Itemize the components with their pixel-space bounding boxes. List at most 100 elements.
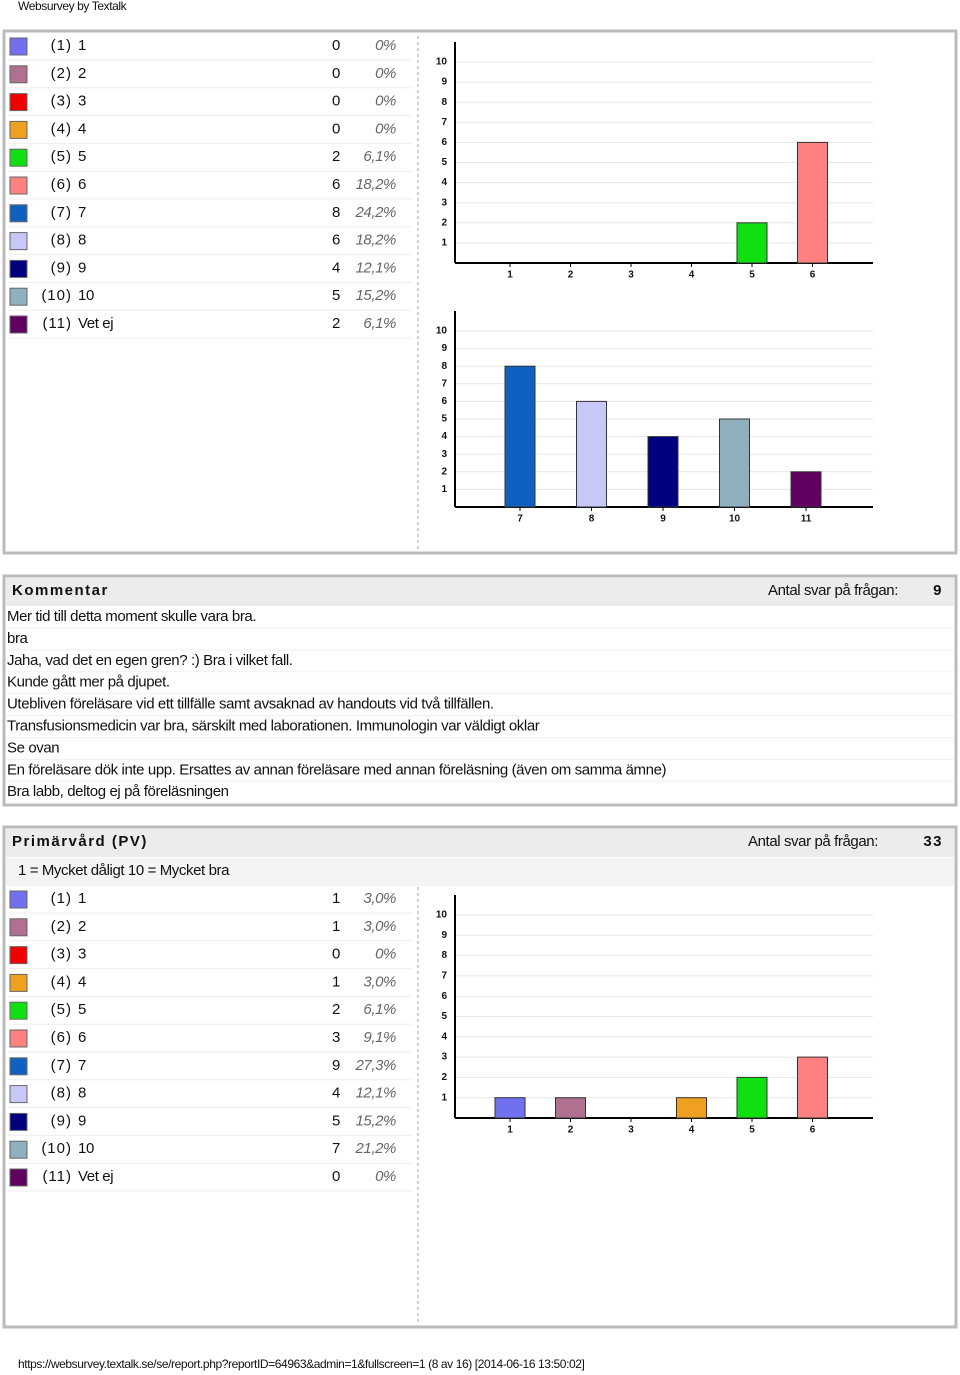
option-percent: 21,2% [354,1140,396,1157]
section-header [6,829,954,857]
header-title: Websurvey by Textalk [18,0,128,13]
y-tick-label: 3 [441,197,447,208]
y-tick-label: 1 [441,238,447,249]
y-tick-label: 3 [441,1052,447,1063]
option-label: 3 [78,946,86,963]
answers-label: Antal svar på frågan: [768,582,898,599]
color-swatch [9,287,28,306]
option-count: 9 [332,1057,340,1074]
color-swatch [9,890,28,909]
y-tick-label: 2 [441,466,447,477]
option-code: (1) [51,37,72,54]
color-swatch [9,37,28,56]
bar [790,471,822,508]
bar [555,1097,586,1119]
option-count: 0 [332,93,340,110]
option-count: 0 [332,1168,340,1185]
section-header [6,578,954,606]
option-code: (7) [51,1057,72,1074]
y-tick-label: 8 [441,97,447,108]
option-count: 4 [332,259,340,276]
y-tick-label: 2 [441,217,447,228]
option-percent: 12,1% [355,259,396,276]
option-label: 5 [78,148,86,165]
option-count: 2 [332,315,340,332]
option-code: (7) [51,204,72,221]
option-code: (9) [51,259,72,276]
y-tick-label: 4 [441,1031,447,1042]
option-code: (9) [51,1112,72,1129]
option-count: 0 [332,37,340,54]
option-percent: 6,1% [363,148,396,165]
option-count: 1 [332,890,340,907]
color-swatch [9,315,28,334]
option-percent: 18,2% [355,232,396,249]
option-label: 5 [78,1001,86,1018]
option-label: 10 [78,1140,94,1157]
answers-label: Antal svar på frågan: [748,833,878,850]
bar [504,365,536,508]
option-label: 7 [78,204,86,221]
option-percent: 6,1% [363,315,396,332]
option-label: Vet ej [78,315,113,332]
option-code: (8) [51,232,72,249]
comment: Se ovan [7,739,59,756]
scale-note-bg [6,858,954,886]
option-count: 3 [332,1029,340,1046]
color-swatch [9,1057,28,1076]
option-label: 4 [78,973,86,990]
x-tick-label: 5 [749,270,755,281]
comment: Transfusionsmedicin var bra, särskilt me… [7,717,540,734]
option-code: (4) [51,973,72,990]
x-tick-label: 10 [729,514,741,525]
option-percent: 0% [375,37,396,54]
option-code: (11) [42,315,72,332]
y-tick-label: 6 [441,137,447,148]
section-box [2,574,958,807]
answers-count: 33 [923,833,943,850]
color-swatch [9,1112,28,1131]
option-count: 5 [332,1112,340,1129]
y-tick-label: 9 [441,77,447,88]
option-code: (2) [51,918,72,935]
option-code: (11) [42,1168,72,1185]
option-count: 0 [332,65,340,82]
option-label: 2 [78,918,86,935]
x-tick-label: 4 [689,270,695,281]
x-tick-label: 8 [589,514,595,525]
option-label: 8 [78,232,86,249]
option-count: 6 [332,232,340,249]
section-box [2,29,958,555]
option-label: 9 [78,1112,86,1129]
x-tick-label: 3 [628,1125,634,1136]
color-swatch [9,232,28,251]
color-swatch [9,204,28,223]
y-tick-label: 4 [441,177,447,188]
option-count: 5 [332,287,340,304]
option-code: (10) [41,287,72,304]
comment: En föreläsare dök inte upp. Ersattes av … [7,761,667,778]
option-label: 6 [78,176,86,193]
color-swatch [9,176,28,195]
y-tick-label: 9 [441,343,447,354]
bar [576,400,607,508]
option-percent: 24,2% [354,204,396,221]
option-label: Vet ej [78,1168,113,1185]
comment: bra [7,630,29,647]
y-tick-label: 6 [441,396,447,407]
option-percent: 3,0% [363,890,396,907]
option-percent: 0% [375,946,396,963]
option-count: 4 [332,1085,340,1102]
comment: Mer tid till detta moment skulle vara br… [7,608,256,625]
option-label: 7 [78,1057,86,1074]
x-tick-label: 9 [660,514,666,525]
option-code: (6) [51,176,72,193]
y-tick-label: 6 [441,991,447,1002]
bar [494,1097,526,1119]
option-label: 9 [78,259,86,276]
option-code: (8) [51,1085,72,1102]
bar [719,418,750,508]
y-tick-label: 1 [441,1092,447,1103]
option-label: 6 [78,1029,86,1046]
option-code: (3) [51,93,72,110]
